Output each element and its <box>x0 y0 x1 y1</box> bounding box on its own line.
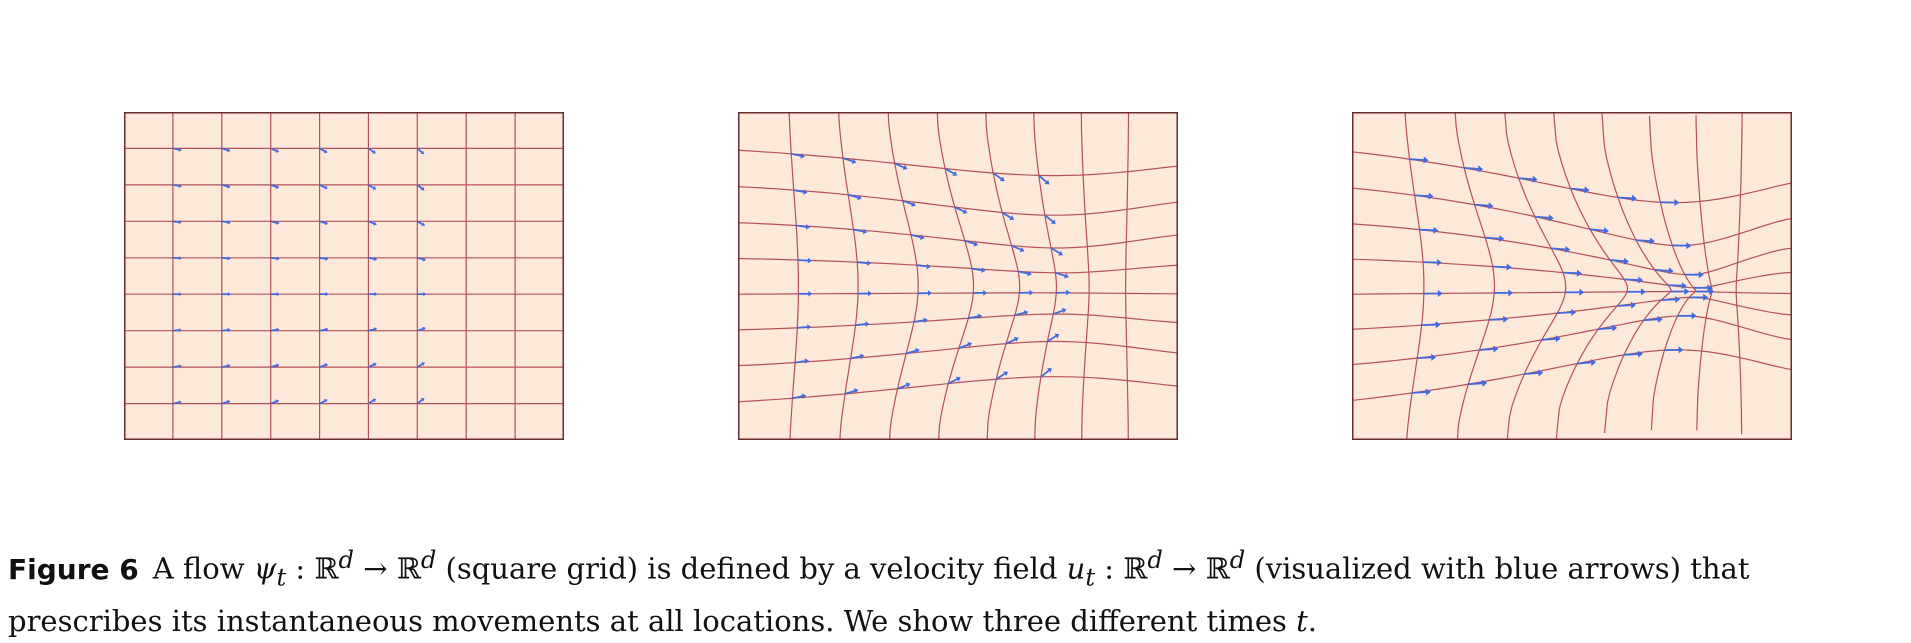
velocity-arrow-shaft <box>173 148 179 149</box>
flow-grid-plot-1 <box>124 112 564 440</box>
velocity-arrow-shaft <box>797 327 807 328</box>
velocity-arrow-shaft <box>1489 319 1503 320</box>
velocity-arrow-shaft <box>222 221 228 222</box>
velocity-arrow-shaft <box>856 324 866 325</box>
velocity-arrow-shaft <box>1519 178 1533 179</box>
velocity-map: : ℝ <box>1095 552 1147 586</box>
figure-panels <box>0 0 1911 470</box>
velocity-arrow-shaft <box>1577 363 1591 364</box>
flow-subscript: t <box>277 563 287 591</box>
velocity-arrow-shaft <box>1636 240 1650 241</box>
velocity-arrow-shaft <box>1644 319 1658 320</box>
velocity-arrow-shaft <box>1624 279 1638 280</box>
velocity-arrow-shaft <box>1410 159 1424 160</box>
velocity-arrow-shaft <box>1610 260 1624 261</box>
velocity-arrow-shaft <box>1617 305 1631 306</box>
velocity-arrow-shaft <box>798 260 808 261</box>
plot-background <box>1352 112 1792 440</box>
velocity-arrow-shaft <box>1598 328 1612 329</box>
flow-panel-1 <box>124 112 564 440</box>
velocity-arrow-shaft <box>1563 273 1577 274</box>
velocity-arrow-shaft <box>857 262 867 263</box>
caption-text-4: . <box>1308 604 1317 638</box>
velocity-arrow-shaft <box>1542 339 1556 340</box>
flow-dim-2: d <box>421 546 436 574</box>
velocity-arrow-shaft <box>173 185 179 186</box>
plot-background <box>738 112 1178 440</box>
figure-label: Figure 6 <box>8 553 139 586</box>
flow-dim-1: d <box>339 546 354 574</box>
velocity-arrow-shaft <box>1624 354 1638 355</box>
velocity-arrow: → ℝ <box>1163 552 1230 586</box>
caption-text-2: (square grid) is defined by a velocity f… <box>436 552 1066 586</box>
flow-arrow: → ℝ <box>354 552 421 586</box>
flow-map: : ℝ <box>286 552 338 586</box>
velocity-arrow-shaft <box>222 330 228 331</box>
flow-grid-plot-2 <box>738 112 1178 440</box>
flow-panel-3 <box>1352 112 1792 440</box>
velocity-arrow-shaft <box>173 221 179 222</box>
velocity-arrow-shaft <box>1415 195 1429 196</box>
caption-text-1: A flow <box>153 552 254 586</box>
velocity-arrow-shaft <box>173 366 179 367</box>
velocity-arrow-shaft <box>1485 238 1499 239</box>
velocity-arrow-shaft <box>320 330 326 331</box>
velocity-arrow-shaft <box>173 403 179 404</box>
velocity-dim-1: d <box>1147 546 1162 574</box>
velocity-arrow-shaft <box>917 265 927 266</box>
velocity-subscript: t <box>1085 563 1095 591</box>
velocity-arrow-shaft <box>368 258 374 259</box>
velocity-dim-2: d <box>1230 546 1245 574</box>
velocity-arrow-shaft <box>1479 349 1493 350</box>
velocity-arrow-shaft <box>173 330 179 331</box>
flow-symbol: ψ <box>254 552 277 586</box>
velocity-arrow-shaft <box>1412 392 1426 393</box>
velocity-arrow-shaft <box>1535 217 1549 218</box>
velocity-arrow-shaft <box>1655 270 1669 271</box>
flow-panel-2 <box>738 112 1178 440</box>
velocity-arrow-shaft <box>1524 373 1538 374</box>
velocity-arrow-shaft <box>1417 357 1431 358</box>
velocity-arrow-shaft <box>1551 248 1565 249</box>
velocity-symbol: u <box>1067 552 1086 586</box>
velocity-arrow-shaft <box>1618 198 1632 199</box>
velocity-arrow-shaft <box>1493 267 1507 268</box>
plot-background <box>124 112 564 440</box>
velocity-arrow-shaft <box>1464 168 1478 169</box>
velocity-arrow-shaft <box>1420 230 1434 231</box>
velocity-arrow-shaft <box>222 366 228 367</box>
velocity-arrow-shaft <box>1668 285 1682 286</box>
velocity-arrow-shaft <box>1571 189 1585 190</box>
velocity-arrow-shaft <box>1468 383 1482 384</box>
velocity-arrow-shaft <box>1661 300 1675 301</box>
velocity-arrow-shaft <box>1475 205 1489 206</box>
flow-grid-plot-3 <box>1352 112 1792 440</box>
velocity-arrow-shaft <box>1557 312 1571 313</box>
velocity-arrow-shaft <box>271 258 277 259</box>
time-symbol: t <box>1296 604 1308 638</box>
velocity-arrow-shaft <box>320 258 326 259</box>
velocity-arrow-shaft <box>271 330 277 331</box>
velocity-arrow-shaft <box>222 258 228 259</box>
